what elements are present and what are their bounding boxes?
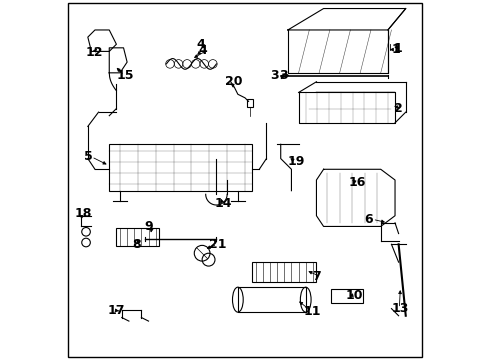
Text: 21: 21 bbox=[209, 238, 227, 251]
Text: 4: 4 bbox=[198, 44, 207, 57]
Text: 2: 2 bbox=[393, 102, 402, 115]
Text: 17: 17 bbox=[107, 304, 125, 317]
Text: 8: 8 bbox=[132, 238, 141, 251]
Text: 20: 20 bbox=[224, 75, 242, 88]
Bar bbox=[331, 289, 363, 303]
Text: 3: 3 bbox=[280, 69, 288, 82]
Text: 4: 4 bbox=[196, 39, 205, 51]
Bar bbox=[117, 228, 159, 246]
Text: 10: 10 bbox=[346, 288, 363, 302]
Text: 16: 16 bbox=[348, 176, 366, 189]
Bar bbox=[252, 262, 317, 282]
Text: 6: 6 bbox=[365, 213, 373, 226]
Text: 9: 9 bbox=[144, 220, 153, 233]
Text: 5: 5 bbox=[83, 150, 92, 163]
Text: 11: 11 bbox=[304, 305, 321, 318]
Text: 13: 13 bbox=[392, 302, 409, 315]
Bar bbox=[247, 99, 253, 107]
Text: 12: 12 bbox=[86, 46, 103, 59]
Text: 14: 14 bbox=[215, 197, 232, 210]
Text: 1: 1 bbox=[392, 43, 400, 56]
Text: 18: 18 bbox=[74, 207, 92, 220]
Text: 19: 19 bbox=[287, 155, 304, 168]
Text: 7: 7 bbox=[312, 270, 321, 283]
Text: 15: 15 bbox=[117, 69, 134, 82]
Bar bbox=[238, 287, 306, 312]
Text: 3: 3 bbox=[270, 69, 279, 82]
Text: 1: 1 bbox=[393, 42, 402, 55]
Bar bbox=[109, 144, 252, 191]
